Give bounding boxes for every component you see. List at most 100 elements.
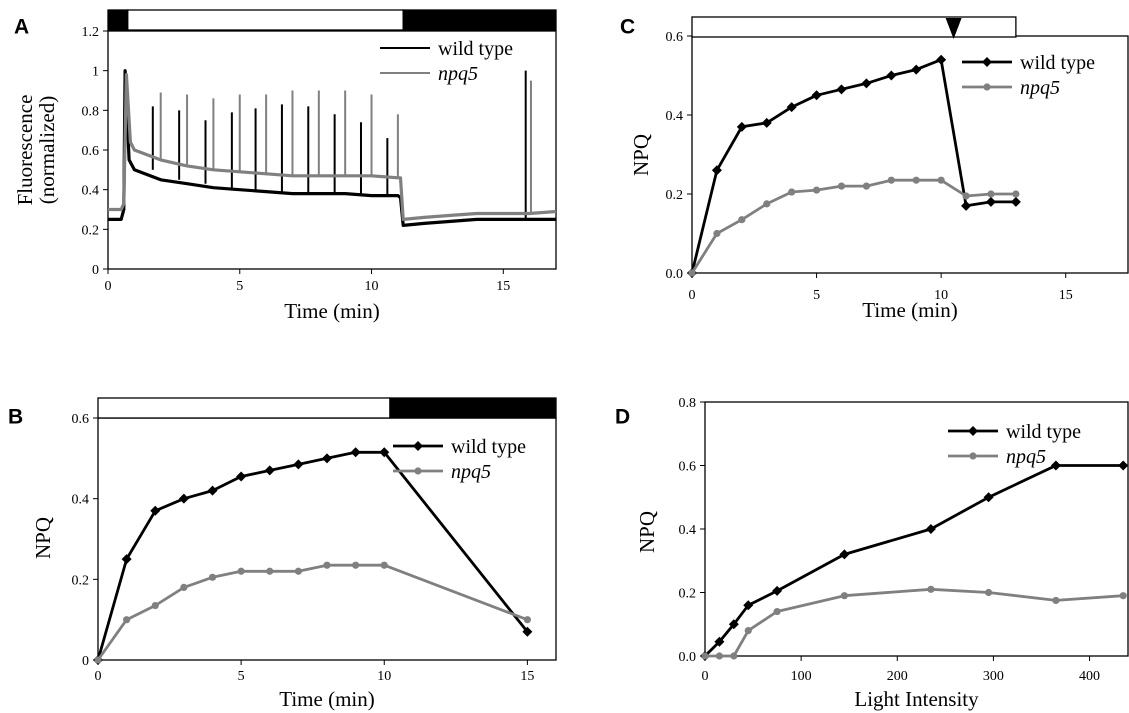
panel-label: A: [14, 16, 29, 39]
y-tick-label: 0.2: [679, 587, 697, 602]
data-point: [912, 176, 920, 184]
panel-d: D 0.0 0.2 0.4 0.6 0.8 0 100 200 300 400 Light Inten…: [615, 396, 1129, 711]
y-tick-label: 1: [92, 65, 99, 80]
data-point: [207, 485, 218, 496]
data-point: [711, 165, 722, 176]
y-tick-label: 0.2: [666, 188, 684, 203]
series-line: [690, 58, 1016, 274]
legend-marker: [982, 57, 992, 67]
x-tick-label: 10: [365, 279, 379, 294]
data-point: [937, 176, 945, 184]
x-tick-label: 5: [238, 669, 245, 684]
y-tick-label: 0.6: [679, 460, 697, 475]
data-point: [293, 459, 304, 470]
legend-label: wild type: [451, 436, 526, 458]
x-tick-label: 100: [791, 669, 812, 684]
x-axis-label: Time (min): [279, 687, 374, 711]
data-point: [688, 269, 696, 277]
data-point: [1119, 592, 1127, 600]
data-point: [121, 554, 132, 565]
data-point: [811, 90, 822, 101]
series-line: [108, 73, 557, 221]
data-point: [730, 652, 738, 660]
data-point: [379, 447, 390, 458]
data-point: [773, 607, 781, 616]
y-axis-label: Fluorescence(normalized): [13, 95, 59, 206]
data-point: [728, 619, 739, 630]
data-point: [862, 182, 871, 190]
legend-marker: [969, 452, 977, 460]
data-point: [715, 652, 724, 660]
data-point: [744, 627, 752, 635]
data-point: [1118, 460, 1129, 471]
y-tick-label: 0: [82, 654, 89, 669]
legend-marker: [968, 426, 978, 436]
light-bar-dark: [107, 9, 129, 31]
y-tick-label: 0.0: [666, 267, 684, 282]
data-point: [1010, 196, 1021, 207]
data-point: [322, 453, 332, 464]
data-point: [1012, 190, 1020, 198]
data-point: [961, 200, 972, 211]
data-point: [701, 652, 709, 660]
series-line: [108, 69, 556, 227]
data-point: [788, 188, 796, 196]
data-point: [738, 216, 746, 224]
data-point: [861, 78, 872, 89]
series-line: [96, 563, 528, 661]
x-tick-label: 5: [813, 288, 820, 303]
data-point: [352, 561, 360, 569]
y-axis-label: NPQ: [635, 511, 659, 553]
data-point: [786, 102, 797, 113]
y-tick-label: 0.2: [82, 223, 100, 238]
legend-marker: [983, 83, 991, 91]
data-point: [350, 447, 361, 458]
data-point: [927, 585, 935, 593]
y-tick-label: 0.4: [82, 184, 100, 199]
x-tick-label: 400: [1079, 669, 1100, 684]
legend-label: npq5: [1006, 446, 1046, 468]
y-tick-label: 0.6: [666, 30, 684, 45]
data-point: [837, 182, 846, 190]
legend-label: npq5: [1020, 77, 1060, 99]
light-bar-light: [127, 9, 404, 31]
plot-frame: [107, 30, 557, 270]
panel-label: D: [615, 406, 630, 429]
y-tick-label: 0.4: [72, 493, 90, 508]
data-point: [294, 567, 302, 575]
legend-label: npq5: [451, 461, 491, 483]
data-point: [523, 616, 531, 624]
data-point: [911, 64, 922, 75]
data-point: [264, 465, 275, 476]
panel-label: C: [620, 16, 635, 39]
x-tick-label: 10: [377, 669, 391, 684]
legend-label: wild type: [1020, 52, 1095, 74]
y-tick-label: 0.4: [679, 523, 697, 538]
data-point: [772, 585, 783, 596]
x-tick-label: 300: [983, 669, 1004, 684]
data-point: [887, 176, 895, 184]
panel-b: B 0 0.2 0.4 0.6 0 5 10 15 Time (min) NPQ wild type n…: [8, 397, 557, 711]
x-tick-label: 0: [689, 288, 696, 303]
data-point: [208, 573, 217, 581]
data-point: [886, 70, 897, 81]
legend-label: wild type: [1006, 421, 1081, 443]
data-point: [1052, 596, 1060, 605]
y-axis-label: NPQ: [629, 134, 653, 176]
x-tick-label: 5: [236, 279, 243, 294]
data-point: [236, 471, 247, 482]
data-point: [123, 616, 131, 624]
y-tick-label: 0.4: [666, 109, 684, 124]
x-tick-label: 10: [934, 288, 948, 303]
x-tick-label: 15: [1059, 288, 1073, 303]
y-axis-label: NPQ: [31, 517, 55, 559]
data-point: [94, 656, 102, 664]
data-point: [1050, 460, 1061, 471]
data-point: [180, 583, 188, 592]
panel-label: B: [8, 406, 23, 429]
x-tick-label: 15: [520, 669, 534, 684]
x-axis-label: Light Intensity: [854, 687, 979, 711]
data-point: [936, 54, 947, 65]
series-line: [690, 178, 1016, 274]
